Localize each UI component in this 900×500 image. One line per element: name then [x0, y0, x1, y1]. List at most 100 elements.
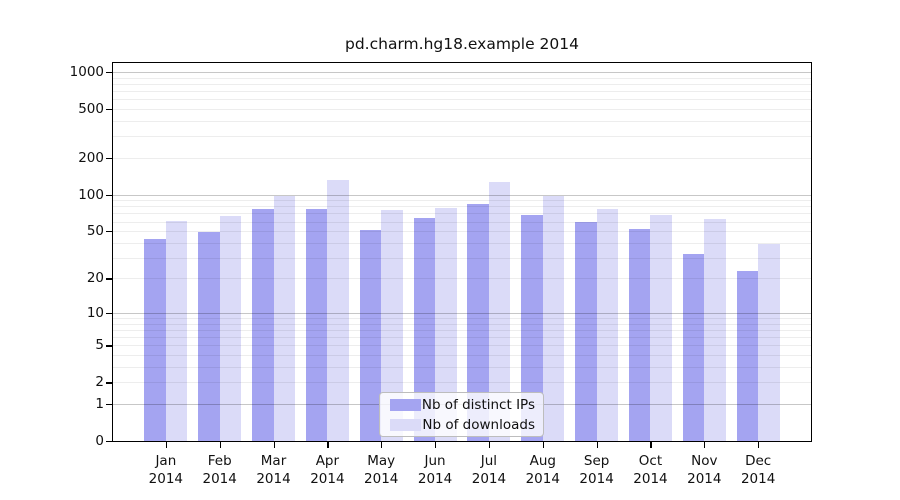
gridline-minor — [112, 231, 812, 233]
y-tick-label: 500 — [78, 101, 104, 118]
bar-distinct-ips — [359, 230, 382, 442]
y-tick-label: 0 — [95, 433, 104, 449]
legend-swatch-downloads — [390, 418, 421, 431]
bar-distinct-ips — [198, 232, 220, 442]
bar-downloads — [650, 215, 672, 442]
y-tick-label: 50 — [86, 223, 104, 240]
bar-downloads — [758, 244, 780, 442]
bar-downloads — [381, 209, 403, 442]
bar-downloads — [219, 215, 242, 442]
x-axis-tick — [650, 442, 652, 448]
x-axis-tick — [273, 442, 275, 448]
gridline-minor — [112, 345, 812, 347]
gridline-minor — [112, 242, 812, 244]
legend-label-downloads: Nb of downloads — [422, 416, 535, 433]
x-tick-label: Jul 2014 — [471, 453, 507, 487]
bar-distinct-ips — [144, 239, 166, 442]
x-axis-tick — [381, 442, 383, 448]
x-tick-label: Aug 2014 — [525, 453, 560, 487]
x-tick-label: Mar 2014 — [256, 453, 291, 487]
gridline-minor — [112, 367, 812, 368]
x-axis-tick — [542, 442, 544, 448]
y-axis-tick — [106, 157, 112, 160]
bar-distinct-ips — [628, 229, 651, 442]
x-tick-label: Dec 2014 — [740, 453, 776, 487]
gridline-minor — [112, 91, 812, 93]
y-axis-tick — [106, 441, 112, 443]
y-tick-label: 1 — [95, 396, 104, 412]
bar-distinct-ips — [736, 271, 759, 442]
bar-distinct-ips — [252, 209, 274, 442]
x-tick-label: May 2014 — [364, 453, 399, 487]
bar-distinct-ips — [682, 254, 705, 442]
gridline-major — [112, 313, 812, 314]
x-tick-label: Jan 2014 — [148, 453, 184, 487]
bar-downloads — [488, 182, 511, 442]
bar-distinct-ips — [521, 215, 543, 442]
gridline-minor — [112, 355, 812, 357]
gridline-minor — [112, 323, 812, 325]
y-axis-tick — [106, 72, 112, 74]
bar-downloads — [542, 195, 565, 442]
legend-swatch-distinct-ips — [390, 398, 421, 411]
bar-distinct-ips — [575, 222, 597, 442]
plot-frame — [112, 62, 812, 442]
y-axis-tick — [106, 404, 112, 406]
bar-downloads — [327, 180, 349, 442]
bar-downloads — [435, 207, 457, 442]
x-axis-tick — [219, 442, 221, 448]
x-axis-tick — [327, 442, 329, 448]
x-tick-label: Nov 2014 — [687, 453, 722, 487]
legend-label-distinct-ips: Nb of distinct IPs — [421, 396, 535, 413]
x-tick-label: Sep 2014 — [579, 453, 614, 487]
bar-downloads — [273, 196, 296, 442]
legend-item-distinct-ips: Nb of distinct IPs — [390, 397, 535, 413]
x-axis-tick — [165, 442, 168, 448]
gridline-minor — [112, 99, 812, 101]
x-axis-tick — [704, 442, 706, 448]
gridline-minor — [112, 213, 812, 215]
gridline-minor — [112, 109, 812, 111]
y-axis-tick — [106, 231, 112, 233]
gridline-minor — [112, 257, 812, 259]
gridline-minor — [112, 206, 812, 208]
gridline-minor — [112, 77, 812, 79]
x-axis-tick — [596, 442, 598, 448]
bar-downloads — [165, 220, 188, 442]
gridline-minor — [112, 337, 812, 339]
gridline-major — [112, 194, 812, 196]
gridline-minor — [112, 278, 812, 280]
bar-distinct-ips — [467, 203, 489, 442]
y-tick-label: 10 — [86, 305, 104, 321]
x-axis-tick — [758, 442, 760, 448]
y-axis-tick — [106, 194, 112, 196]
y-tick-label: 100 — [78, 186, 104, 203]
y-tick-label: 20 — [86, 270, 104, 287]
chart-legend: Nb of distinct IPs Nb of downloads — [379, 392, 544, 437]
x-tick-label: Jun 2014 — [417, 453, 453, 487]
y-tick-label: 1000 — [69, 64, 104, 81]
gridline-minor — [112, 382, 812, 384]
bar-distinct-ips — [305, 209, 328, 442]
gridline-major — [112, 72, 812, 74]
gridline-minor — [112, 136, 812, 138]
y-tick-label: 2 — [95, 374, 104, 391]
gridline-minor — [112, 121, 812, 123]
legend-item-downloads: Nb of downloads — [390, 417, 535, 433]
chart-title: pd.charm.hg18.example 2014 — [345, 35, 579, 53]
y-tick-label: 200 — [78, 149, 104, 166]
gridline-minor — [112, 84, 812, 86]
y-axis-tick — [106, 313, 112, 315]
bar-downloads — [596, 209, 619, 442]
x-tick-label: Oct 2014 — [633, 453, 668, 487]
y-axis-tick — [106, 345, 112, 347]
gridline-minor — [112, 157, 812, 159]
gridline-minor — [112, 318, 812, 320]
gridline-minor — [112, 200, 812, 202]
bar-distinct-ips — [413, 218, 436, 442]
x-axis-tick — [488, 442, 491, 448]
gridline-minor — [112, 330, 812, 331]
y-axis-tick — [106, 278, 112, 280]
